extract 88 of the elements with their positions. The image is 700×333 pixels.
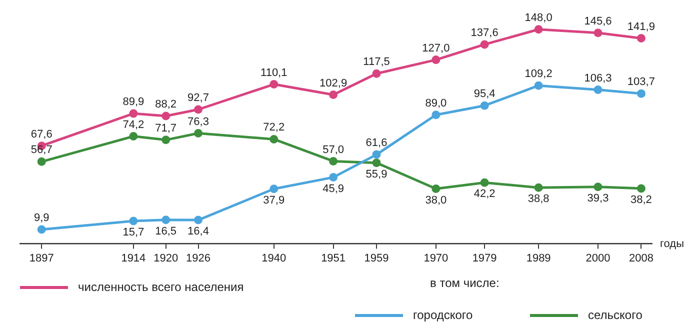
point	[372, 69, 381, 78]
legend-label: сельского	[588, 308, 642, 322]
data-label: 67,6	[30, 128, 52, 140]
data-label: 38,2	[630, 194, 652, 206]
point	[329, 156, 338, 166]
point	[329, 90, 338, 99]
data-label: 76,3	[188, 116, 209, 128]
x-tick-label: 2000	[586, 252, 610, 264]
point	[162, 112, 170, 120]
point	[372, 158, 381, 168]
point	[194, 129, 203, 138]
point	[534, 81, 543, 90]
point	[372, 150, 381, 159]
data-label: 127,0	[422, 42, 450, 54]
x-tick-label: 1914	[121, 252, 146, 264]
x-tick-label: 1970	[424, 252, 448, 264]
data-label: 72,2	[263, 122, 285, 134]
point	[432, 56, 440, 64]
point	[270, 184, 278, 194]
point	[129, 109, 138, 118]
data-label: 45,9	[322, 182, 344, 195]
x-tick-label: 1920	[154, 252, 178, 264]
data-label: 88,2	[155, 98, 177, 111]
data-label: 55,9	[366, 168, 388, 180]
data-label: 39,3	[587, 192, 609, 204]
point	[194, 216, 203, 224]
data-label: 148,0	[524, 12, 552, 24]
x-axis-title: годы	[660, 238, 684, 250]
text: в том числе:	[430, 276, 500, 290]
legend-label: численность всего населения	[78, 280, 244, 294]
data-label: 57,0	[322, 144, 344, 156]
point	[480, 40, 489, 49]
point	[162, 136, 170, 144]
x-tick-label: 1959	[364, 252, 389, 264]
data-label: 109,2	[524, 68, 552, 80]
data-label: 38,0	[425, 194, 447, 206]
point	[329, 173, 338, 182]
data-label: 102,9	[320, 77, 348, 90]
data-label: 71,7	[155, 122, 177, 134]
point	[194, 105, 203, 114]
point	[534, 183, 543, 192]
data-label: 106,3	[584, 72, 612, 84]
point	[432, 184, 440, 193]
point	[534, 25, 543, 34]
point	[270, 134, 278, 144]
point	[480, 178, 489, 187]
point	[129, 216, 138, 226]
data-label: 56,7	[30, 144, 52, 156]
data-label: 117,5	[363, 56, 390, 68]
point	[270, 80, 278, 89]
point	[636, 89, 646, 98]
point	[594, 28, 602, 38]
data-label: 38,8	[528, 193, 550, 206]
data-label: 16,4	[188, 226, 209, 238]
point	[129, 132, 138, 141]
point	[594, 182, 602, 192]
data-label: 9,9	[34, 212, 50, 224]
x-tick-label: 1989	[526, 252, 551, 264]
data-label: 74,2	[122, 118, 144, 131]
data-label: 141,9	[627, 20, 655, 33]
point	[636, 34, 646, 42]
point	[37, 225, 46, 234]
data-label: 37,9	[263, 194, 285, 206]
data-label: 137,6	[470, 26, 498, 39]
x-tick-label: 1926	[186, 252, 210, 264]
point	[594, 86, 602, 94]
data-label: 89,0	[425, 97, 447, 110]
point	[37, 157, 46, 166]
data-label: 110,1	[260, 66, 288, 79]
data-label: 15,7	[122, 226, 144, 239]
data-label: 92,7	[188, 92, 209, 104]
data-label: 16,5	[155, 225, 177, 238]
x-tick-label: 2008	[628, 252, 654, 264]
x-tick-label: 1940	[262, 252, 286, 264]
data-label: 42,2	[474, 188, 496, 200]
data-label: 103,7	[627, 76, 655, 88]
point	[636, 184, 646, 193]
x-tick-label: 1897	[29, 252, 54, 264]
x-tick-label: 1951	[321, 252, 346, 264]
data-label: 89,9	[122, 96, 144, 108]
x-tick-label: 1979	[472, 252, 497, 264]
data-label: 145,6	[584, 15, 612, 28]
point	[432, 110, 440, 120]
data-label: 95,4	[474, 88, 496, 100]
data-label: 61,6	[366, 137, 388, 150]
point	[162, 216, 170, 224]
point	[480, 101, 489, 110]
legend-label: городского	[413, 308, 473, 322]
